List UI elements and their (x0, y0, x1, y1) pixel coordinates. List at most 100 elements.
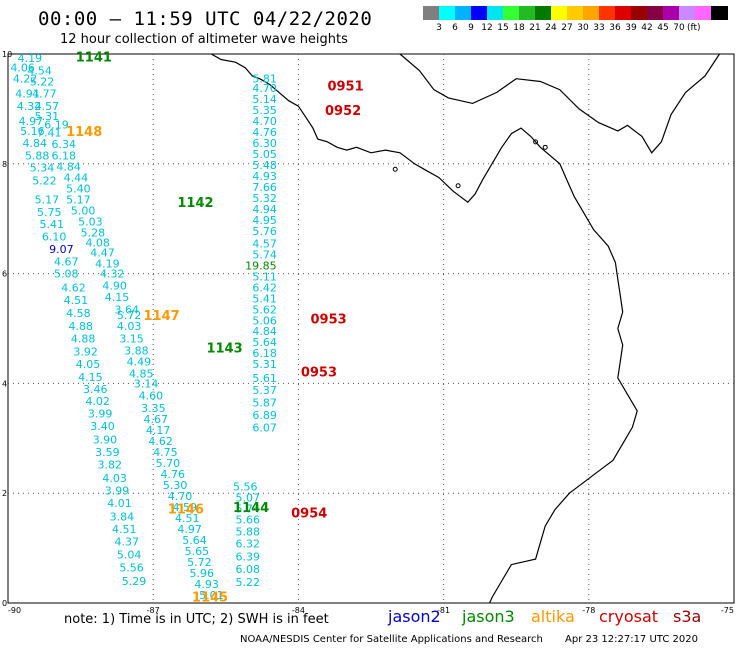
color-scale-swatch (599, 6, 616, 20)
color-scale-swatch (663, 6, 680, 20)
y-tick-label: 4 (2, 379, 7, 388)
swh-value: 5.32 (252, 192, 276, 205)
swh-value: 4.32 (17, 100, 41, 113)
swh-value: 3.99 (88, 408, 113, 421)
swh-value: 5.41 (39, 218, 64, 231)
swh-value: 5.16 (20, 125, 44, 138)
swh-value: 3.88 (124, 344, 149, 357)
swh-value: 4.51 (112, 523, 137, 536)
swh-value: 5.70 (156, 457, 181, 470)
swh-value: 4.67 (144, 413, 169, 426)
swh-value: 5.22 (235, 576, 259, 589)
swh-value: 6.08 (235, 563, 259, 576)
x-tick-label: -90 (8, 606, 21, 615)
satellite-legend-jason3: jason3 (462, 607, 515, 626)
color-scale-swatch (711, 6, 728, 20)
x-tick-label: -75 (721, 606, 734, 615)
swh-value: 5.17 (35, 193, 60, 206)
swh-value: 6.10 (42, 230, 67, 243)
swh-value: 5.11 (252, 270, 276, 283)
x-tick-label: -81 (437, 606, 450, 615)
swh-value: 3.59 (95, 446, 120, 459)
map-frame (7, 53, 735, 604)
axis-ticks: -90 -87 -84 -81 -78 -75 0 2 4 6 8 10 (2, 50, 734, 615)
swh-value: 3.92 (73, 346, 98, 359)
swh-value: 4.51 (64, 294, 89, 307)
swh-value: 5.17 (66, 193, 91, 206)
swh-value: 3.46 (83, 383, 108, 396)
swh-value: 5.75 (37, 206, 62, 219)
swh-value: 4.08 (85, 236, 110, 249)
swh-value: 4.75 (153, 446, 178, 459)
swh-value: 4.59 (173, 501, 198, 514)
y-tick-label: 6 (2, 270, 7, 279)
swh-value: 5.04 (117, 549, 141, 562)
swh-value: 6.32 (235, 538, 259, 551)
swh-value: 4.01 (107, 497, 132, 510)
swh-value: 4.90 (102, 280, 127, 293)
swh-value: 4.84 (56, 161, 81, 174)
satellite-legend-s3a: s3a (673, 607, 702, 626)
swh-value: 4.19 (95, 258, 120, 271)
color-scale-label: 36 (609, 23, 621, 33)
y-tick-label: 8 (2, 160, 7, 169)
color-scale-swatch (471, 6, 488, 20)
color-scale-label: 24 (545, 23, 557, 33)
swh-value: 6.34 (52, 138, 76, 151)
swh-value: 4.22 (13, 73, 38, 86)
swh-value: 5.06 (252, 314, 276, 327)
satellite-legend-altika: altika (531, 607, 575, 626)
swh-value: 5.22 (30, 75, 54, 88)
swh-value: 5.35 (252, 104, 276, 117)
swh-value: 4.17 (146, 424, 171, 437)
color-scale-swatch (423, 6, 440, 20)
x-tick-label: -84 (292, 606, 305, 615)
swh-value: 3.40 (90, 420, 115, 433)
swh-value: 5.07 (235, 492, 259, 505)
swh-value: 5.01 (199, 589, 224, 602)
swh-value: 4.32 (100, 268, 125, 281)
swh-value: 5.88 (235, 526, 259, 539)
pacific-coastline (211, 53, 638, 604)
swh-value: 7.41 (37, 127, 62, 140)
pass-label: 0953 (301, 365, 337, 380)
color-scale-swatch (455, 6, 472, 20)
swh-value: 3.90 (93, 433, 118, 446)
color-scale-swatch (551, 6, 568, 20)
swh-value: 5.87 (252, 397, 276, 410)
swh-value: 6.30 (252, 137, 276, 150)
swh-value: 4.51 (175, 512, 200, 525)
island (455, 183, 461, 189)
color-scale-label: 21 (529, 23, 541, 33)
swh-value: 5.08 (54, 268, 78, 281)
color-scale-label: 15 (497, 23, 509, 33)
swh-value: 4.06 (10, 62, 34, 75)
swh-value: 5.74 (252, 248, 276, 261)
swh-value: 4.15 (78, 371, 103, 384)
pass-label: 1142 (177, 196, 213, 211)
swh-value: 4.97 (177, 523, 202, 536)
swh-value: 4.57 (252, 237, 276, 250)
swh-value: 4.62 (61, 281, 86, 294)
swh-value: 4.85 (129, 368, 154, 381)
x-tick-label: -87 (147, 606, 160, 615)
y-tick-label: 0 (2, 599, 7, 608)
swh-value: 4.91 (15, 88, 40, 101)
swh-value: 3.99 (105, 484, 130, 497)
satellite-legend-jason2: jason2 (388, 607, 441, 626)
swh-value: 3.35 (141, 402, 166, 415)
swh-value: 6.89 (252, 409, 276, 422)
color-scale-swatch (679, 6, 696, 20)
color-scale-swatch (567, 6, 584, 20)
pass-labels: 1141 1148 1142 1147 1143 1146 1144 1145 0951 0952… (66, 51, 364, 606)
color-scale-swatch (583, 6, 600, 20)
swh-value: 5.30 (163, 479, 188, 492)
island (392, 166, 398, 172)
swh-value: 5.40 (66, 183, 91, 196)
swh-value: 4.93 (252, 170, 276, 183)
swh-value: 5.22 (32, 174, 57, 187)
swh-value: 4.88 (69, 320, 94, 333)
swh-value: 5.61 (252, 372, 276, 385)
map-title: 00:00 – 11:59 UTC 04/22/2020 (38, 8, 373, 30)
